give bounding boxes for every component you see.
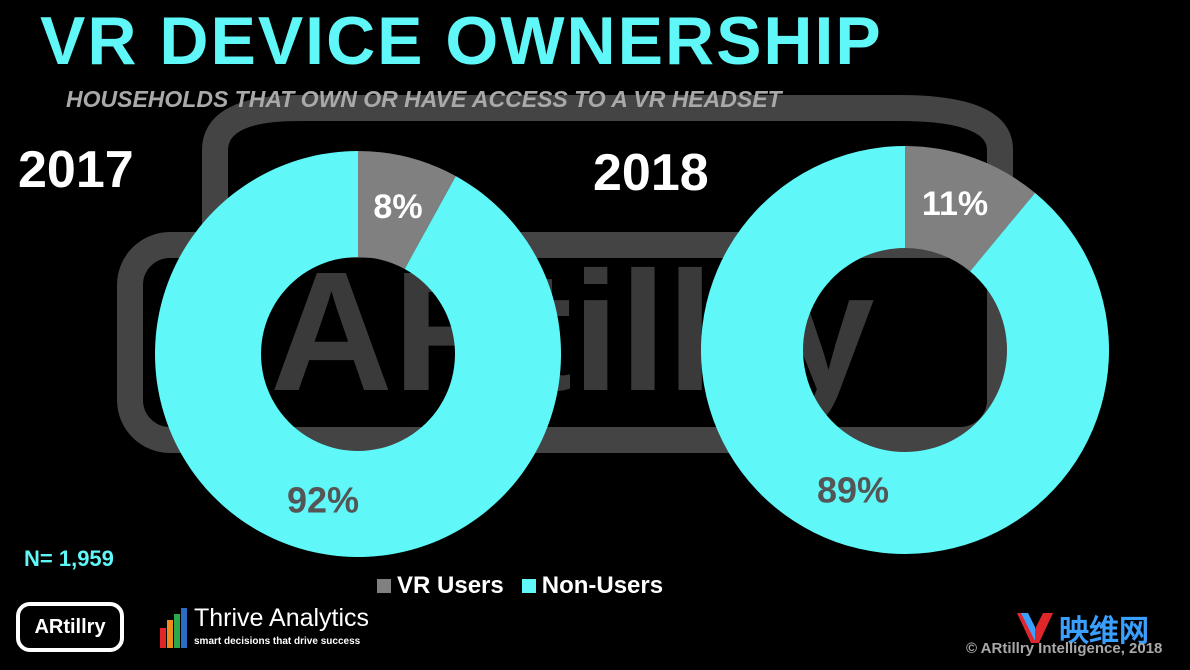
legend-label-vr-users: VR Users — [397, 572, 504, 599]
data-label-2018-vr-users: 11% — [922, 185, 988, 223]
thrive-bars-icon — [160, 608, 187, 648]
chart-title-2018: 2018 — [593, 144, 709, 202]
legend-swatch-vr-users — [377, 579, 391, 593]
data-label-2018-non-users: 89% — [817, 470, 889, 511]
legend-item-vr-users: VR Users — [377, 572, 504, 600]
data-label-2017-vr-users: 8% — [373, 188, 422, 226]
legend-item-non-users: Non-Users — [521, 572, 664, 600]
thrive-name: Thrive Analytics — [194, 604, 370, 632]
page-title: VR DEVICE OWNERSHIP — [40, 3, 883, 79]
legend: VR Users Non-Users — [377, 572, 681, 600]
donut-slice-2017-vr-users — [358, 151, 456, 269]
legend-swatch-non-users — [521, 579, 536, 593]
copyright: © ARtillry Intelligence, 2018 — [966, 640, 1163, 657]
donut-slice-2017-non-users — [154, 151, 561, 557]
donut-slice-2018-vr-users — [905, 146, 1036, 272]
artillry-logo: ARtillry — [16, 602, 124, 652]
data-label-2017-non-users: 92% — [287, 480, 359, 521]
legend-label-non-users: Non-Users — [541, 572, 664, 599]
donut-slice-2018-non-users — [701, 146, 1109, 554]
yingwei-logo: 映维网 — [1015, 606, 1149, 650]
yw-icon — [1017, 613, 1053, 643]
page-subtitle: HOUSEHOLDS THAT OWN OR HAVE ACCESS TO A … — [66, 86, 782, 112]
chart-title-2017: 2017 — [18, 141, 134, 199]
yw-text: 映维网 — [1059, 615, 1149, 648]
thrive-tagline: smart decisions that drive success — [194, 636, 361, 647]
sample-size-label: N= 1,959 — [24, 546, 114, 571]
